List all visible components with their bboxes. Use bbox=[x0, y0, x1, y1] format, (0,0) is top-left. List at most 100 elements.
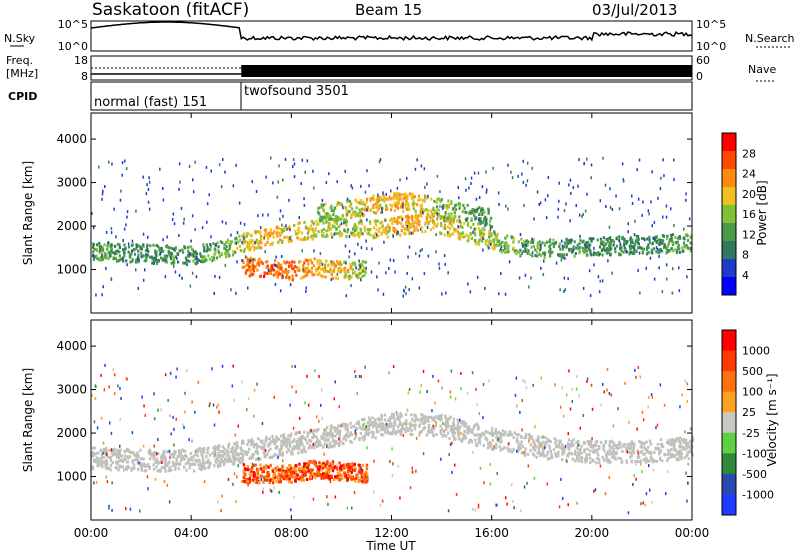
power-cell bbox=[302, 264, 305, 267]
velocity-noise-cell bbox=[604, 492, 607, 496]
power-cell bbox=[467, 222, 470, 226]
power-cell bbox=[146, 253, 149, 257]
power-cell bbox=[496, 232, 499, 236]
ground-scatter-cell bbox=[117, 451, 120, 455]
power-cell bbox=[305, 272, 309, 276]
velocity-noise-cell bbox=[641, 470, 643, 474]
power-cell bbox=[271, 232, 274, 236]
power-noise-cell bbox=[346, 197, 349, 201]
power-cell bbox=[484, 215, 487, 219]
ground-scatter-cell bbox=[120, 454, 123, 458]
power-cell bbox=[336, 201, 339, 205]
power-cell bbox=[238, 244, 241, 248]
velocity-cell bbox=[365, 473, 369, 477]
velocity-cell bbox=[280, 467, 283, 471]
power-cell bbox=[399, 197, 402, 201]
power-cell bbox=[647, 243, 650, 247]
velocity-cell bbox=[357, 470, 361, 474]
power-cell bbox=[543, 251, 547, 255]
power-cell bbox=[169, 255, 172, 259]
velocity-noise-cell bbox=[119, 417, 121, 421]
ground-scatter-cell bbox=[399, 432, 402, 436]
power-cell bbox=[484, 220, 487, 223]
velocity-cell bbox=[256, 471, 260, 475]
ground-scatter-cell bbox=[279, 448, 283, 452]
power-cell bbox=[614, 247, 617, 251]
power-cell bbox=[689, 236, 692, 240]
power-noise-cell bbox=[586, 192, 588, 196]
power-cell bbox=[393, 217, 396, 221]
power-cell bbox=[415, 226, 418, 230]
ground-scatter-cell bbox=[176, 454, 180, 458]
ground-scatter-cell bbox=[658, 449, 661, 453]
power-cell bbox=[200, 255, 203, 258]
ground-scatter-cell bbox=[592, 444, 595, 447]
ground-scatter-cell bbox=[473, 424, 476, 428]
velocity-noise-cell bbox=[120, 397, 122, 400]
ground-scatter-cell bbox=[631, 442, 634, 446]
power-cell bbox=[355, 233, 359, 237]
power-cell bbox=[405, 220, 408, 224]
power-cell bbox=[248, 274, 251, 278]
velocity-noise-cell bbox=[686, 499, 688, 503]
ground-scatter-cell bbox=[680, 457, 683, 461]
power-cell bbox=[405, 215, 408, 219]
ground-scatter-cell bbox=[329, 429, 333, 433]
power-cell bbox=[352, 210, 355, 214]
ground-scatter-cell bbox=[429, 429, 432, 433]
velocity-cell bbox=[259, 463, 262, 467]
ground-scatter-cell bbox=[544, 444, 547, 448]
velocity-noise-cell bbox=[426, 390, 428, 393]
power-cell bbox=[259, 237, 263, 241]
power-cell bbox=[395, 192, 398, 196]
power-cell bbox=[481, 233, 484, 237]
power-cell bbox=[456, 230, 460, 234]
power-cell bbox=[338, 223, 342, 227]
ground-scatter-cell bbox=[415, 416, 418, 420]
power-noise-cell bbox=[251, 180, 253, 184]
power-cell bbox=[386, 235, 389, 239]
ground-scatter-cell bbox=[456, 430, 460, 434]
power-cell bbox=[245, 244, 249, 248]
ground-scatter-cell bbox=[517, 447, 521, 451]
power-cell bbox=[581, 249, 585, 253]
velocity-cell bbox=[287, 480, 291, 484]
power-cell bbox=[276, 275, 279, 279]
power-noise-cell bbox=[609, 205, 612, 209]
velocity-cell bbox=[242, 463, 246, 467]
power-noise-cell bbox=[328, 172, 330, 176]
power-cell bbox=[202, 244, 205, 248]
velocity-noise-cell bbox=[542, 435, 545, 439]
ground-scatter-cell bbox=[350, 433, 354, 437]
power-cell bbox=[296, 236, 299, 240]
power-cell bbox=[522, 250, 525, 253]
ground-scatter-cell bbox=[594, 444, 597, 448]
ground-scatter-cell bbox=[472, 426, 476, 430]
ground-scatter-cell bbox=[478, 438, 481, 442]
power-noise-cell bbox=[577, 184, 579, 188]
power-cell bbox=[170, 261, 173, 265]
power-cell bbox=[116, 242, 120, 246]
ground-scatter-cell bbox=[638, 440, 641, 444]
power-cell bbox=[306, 259, 309, 263]
power-panel-bg bbox=[91, 113, 692, 313]
velocity-cell bbox=[338, 469, 341, 473]
power-cell bbox=[142, 243, 145, 247]
velocity-cell bbox=[258, 481, 261, 485]
power-cell bbox=[410, 194, 413, 198]
power-cell bbox=[269, 230, 273, 234]
power-noise-cell bbox=[572, 249, 574, 253]
ground-scatter-cell bbox=[683, 456, 686, 460]
power-cell bbox=[377, 234, 380, 238]
power-cell bbox=[324, 217, 327, 221]
ground-scatter-cell bbox=[267, 449, 270, 453]
power-noise-cell bbox=[557, 207, 560, 211]
ground-scatter-cell bbox=[538, 450, 541, 454]
ground-scatter-cell bbox=[619, 442, 622, 446]
power-cell bbox=[192, 259, 195, 263]
power-cell bbox=[213, 252, 216, 256]
power-cell bbox=[337, 225, 340, 229]
power-cell bbox=[504, 247, 507, 251]
ground-scatter-cell bbox=[621, 450, 624, 453]
power-cell bbox=[288, 240, 291, 244]
